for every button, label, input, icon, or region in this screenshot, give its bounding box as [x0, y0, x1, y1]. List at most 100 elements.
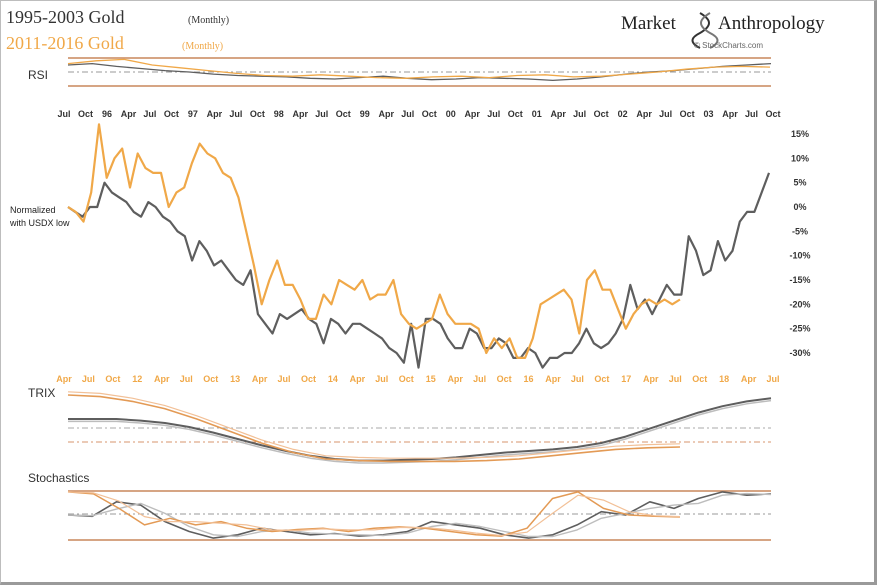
main-panel: Normalized with USDX low 15% 10% 5% 0% -5% -1… [9, 123, 811, 369]
top-x-tick: Oct [422, 109, 437, 119]
bottom-x-tick: 13 [230, 374, 240, 384]
top-x-tick: Apr [121, 109, 137, 119]
y-tick: 15% [791, 129, 809, 139]
y-tick: -10% [789, 251, 810, 261]
y-tick: 5% [793, 178, 806, 188]
bottom-x-tick: Oct [594, 374, 609, 384]
bottom-x-tick: Apr [350, 374, 366, 384]
trix-line-1995-2003 [68, 397, 772, 462]
brand-market: Market [621, 13, 677, 34]
top-x-tick: 00 [446, 109, 456, 119]
bottom-x-tick: Jul [766, 374, 779, 384]
top-x-tick: 96 [102, 109, 112, 119]
bottom-x-tick: Oct [497, 374, 512, 384]
bottom-x-tick: Apr [447, 374, 463, 384]
top-x-tick: Apr [293, 109, 309, 119]
main-line-2011-2016 [67, 123, 681, 359]
bottom-x-tick: 15 [426, 374, 436, 384]
rsi-label: RSI [28, 68, 48, 82]
stochastics-panel: Stochastics [28, 471, 772, 541]
top-x-tick: Jul [659, 109, 672, 119]
top-x-tick: 99 [360, 109, 370, 119]
top-x-tick: 01 [532, 109, 542, 119]
y-tick: -25% [789, 324, 810, 334]
top-x-tick: 02 [618, 109, 628, 119]
y-tick: -5% [792, 226, 808, 236]
brand-anthropology: Anthropology [718, 13, 825, 34]
top-x-tick: 03 [703, 109, 713, 119]
main-line-1995-2003 [67, 172, 771, 369]
trix-panel: TRIX [28, 386, 772, 464]
trix-label: TRIX [28, 386, 55, 400]
top-x-tick: Oct [78, 109, 93, 119]
y-tick: -15% [789, 275, 810, 285]
top-x-tick: Jul [487, 109, 500, 119]
title-1-suffix: (Monthly) [188, 15, 229, 26]
bottom-x-tick: Jul [82, 374, 95, 384]
y-tick: 10% [791, 153, 809, 163]
stockcharts-credit: © StockCharts.com [694, 41, 763, 50]
top-x-tick: 98 [274, 109, 284, 119]
top-x-tick: Oct [164, 109, 179, 119]
top-x-tick: 97 [188, 109, 198, 119]
top-x-tick: Jul [401, 109, 414, 119]
title-2-suffix: (Monthly) [182, 41, 223, 52]
top-x-tick: Jul [57, 109, 70, 119]
top-x-tick: Oct [336, 109, 351, 119]
bottom-x-tick: Oct [692, 374, 707, 384]
top-x-tick: Apr [636, 109, 652, 119]
bottom-x-tick: Jul [180, 374, 193, 384]
top-x-tick: Jul [573, 109, 586, 119]
trix-signal-1995-2003 [68, 399, 772, 464]
stoch-line-2011-2016 [67, 491, 681, 537]
bottom-x-tick: 18 [719, 374, 729, 384]
top-x-tick: Oct [765, 109, 780, 119]
top-x-tick: Jul [143, 109, 156, 119]
top-x-tick: Apr [464, 109, 480, 119]
top-x-tick: Apr [207, 109, 223, 119]
title-1: 1995-2003 Gold [6, 7, 125, 27]
top-x-tick: Jul [229, 109, 242, 119]
y-tick: -30% [789, 348, 810, 358]
top-x-tick: Oct [594, 109, 609, 119]
y-tick: 0% [793, 202, 806, 212]
top-x-axis: Jul Oct 96 Apr Jul Oct 97 Apr Jul Oct 98 Apr Jul Oct 9… [57, 109, 780, 119]
bottom-x-tick: Apr [252, 374, 268, 384]
top-x-tick: Oct [508, 109, 523, 119]
top-x-tick: Apr [722, 109, 738, 119]
bottom-x-tick: Apr [56, 374, 72, 384]
bottom-x-tick: Oct [399, 374, 414, 384]
top-x-tick: Jul [315, 109, 328, 119]
bottom-x-axis: Apr Jul Oct 12 Apr Jul Oct 13 Apr Jul Oct 14 Apr Jul O… [56, 374, 779, 384]
bottom-x-tick: 12 [132, 374, 142, 384]
bottom-x-tick: Apr [545, 374, 561, 384]
dna-logo-icon [691, 12, 719, 49]
bottom-x-tick: 14 [328, 374, 338, 384]
title-2: 2011-2016 Gold [6, 33, 124, 53]
bottom-x-tick: Jul [669, 374, 682, 384]
trix-signal-2011-2016 [67, 391, 681, 459]
annotation-normalized: Normalized [10, 205, 56, 215]
bottom-x-tick: Apr [643, 374, 659, 384]
top-x-tick: Apr [550, 109, 566, 119]
bottom-x-tick: Oct [203, 374, 218, 384]
rsi-panel: RSI [28, 57, 772, 87]
right-y-axis: 15% 10% 5% 0% -5% -10% -15% -20% -25% -30% [789, 129, 810, 358]
stoch-signal-2011-2016 [67, 491, 681, 537]
bottom-x-tick: Jul [571, 374, 584, 384]
stoch-signal-1995-2003 [67, 492, 772, 538]
top-x-tick: Apr [379, 109, 395, 119]
stoch-line-1995-2003 [67, 491, 772, 539]
top-x-tick: Oct [250, 109, 265, 119]
trix-line-2011-2016 [67, 394, 681, 463]
stochastics-label: Stochastics [28, 471, 89, 485]
top-x-tick: Oct [680, 109, 695, 119]
rsi-line-2011-2016 [67, 58, 771, 79]
annotation-usdx: with USDX low [9, 218, 70, 228]
bottom-x-tick: Jul [375, 374, 388, 384]
bottom-x-tick: 16 [523, 374, 533, 384]
bottom-x-tick: Apr [741, 374, 757, 384]
bottom-x-tick: 17 [621, 374, 631, 384]
